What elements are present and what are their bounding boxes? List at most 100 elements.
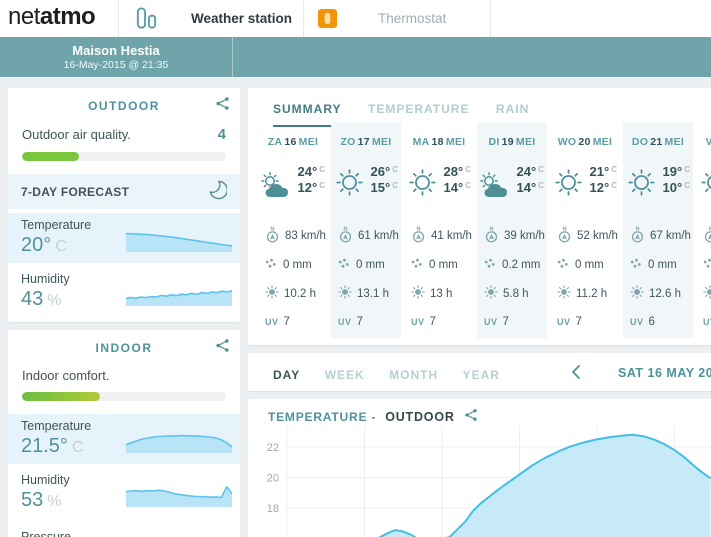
sunshine-stat xyxy=(703,284,711,304)
sun-cloud-icon xyxy=(478,172,512,203)
forecast-day-label: WO 20 MEI xyxy=(557,136,613,148)
rain-stat: 0 mm xyxy=(630,257,693,273)
wind-stat: N 52 km/h xyxy=(557,226,620,244)
sunshine-stat: 12.6 h xyxy=(630,284,693,302)
seven-day-forecast-row[interactable]: 7-DAY FORECAST xyxy=(8,174,240,209)
top-navigation-bar: netatmo Weather station Thermostat xyxy=(0,0,711,38)
metric-value: 21.5° C xyxy=(21,434,84,457)
wind-stat: N 41 km/h xyxy=(411,226,474,244)
station-selector[interactable]: Maison Hestia 16-May-2015 @ 21:35 xyxy=(0,37,233,77)
forecast-day-column[interactable]: DO 21 MEI 19° C 10° C N 67 km/h 0 mm 12.6 h U… xyxy=(623,122,693,338)
sunshine-icon xyxy=(703,284,711,304)
svg-text:18: 18 xyxy=(267,503,279,515)
metric-label: Humidity xyxy=(21,472,70,487)
chart-module-label[interactable]: OUTDOOR xyxy=(385,409,455,424)
wind-direction-icon: N xyxy=(484,225,499,248)
metric-value: 43% xyxy=(21,287,62,310)
sunshine-icon xyxy=(557,284,571,304)
uv-stat: UV 7 xyxy=(484,316,509,328)
rain-stat: 0 mm xyxy=(265,257,328,273)
current-date-label: SAT 16 MAY 2015 xyxy=(618,366,711,380)
wind-stat: N 67 km/h xyxy=(630,226,693,244)
wind-direction-icon: N xyxy=(557,225,572,248)
day-temperatures: 28° C 14° C xyxy=(443,164,471,195)
uv-stat: UV 6 xyxy=(630,316,655,328)
tab-week[interactable]: WEEK xyxy=(324,368,365,382)
svg-text:N: N xyxy=(489,226,493,232)
divider xyxy=(303,0,304,37)
tab-temperature[interactable]: TEMPERATURE xyxy=(368,102,470,116)
svg-text:N: N xyxy=(562,226,566,232)
day-temperatures: 24° C 14° C xyxy=(516,164,544,195)
share-icon[interactable] xyxy=(215,338,231,354)
outdoor-temperature-row[interactable]: Temperature 20° C xyxy=(8,213,240,263)
forecast-day-column[interactable]: WO 20 MEI 21° C 12° C N 52 km/h 0 mm 11.2 h U… xyxy=(550,122,620,338)
sun-icon xyxy=(700,168,711,202)
forecast-day-column[interactable]: MA 18 MEI 28° C 14° C N 41 km/h 0 mm 13 h UV 7 xyxy=(404,122,474,338)
forecast-day-label: VR22MEI xyxy=(705,136,711,148)
indoor-humidity-row[interactable]: Humidity 53% xyxy=(8,468,240,518)
forecast-day-column[interactable]: ZO 17 MEI 26° C 15° C N 61 km/h 0 mm 13.1 h U… xyxy=(331,122,401,338)
tab-label: Weather station xyxy=(191,11,293,26)
sunshine-stat: 13 h xyxy=(411,284,474,304)
svg-text:22: 22 xyxy=(267,442,279,454)
rain-stat: 0 mm xyxy=(411,257,474,273)
sunshine-icon xyxy=(411,284,425,304)
divider xyxy=(118,0,119,37)
share-icon[interactable] xyxy=(215,96,231,112)
wind-direction-icon: N xyxy=(338,225,353,248)
tab-year[interactable]: YEAR xyxy=(462,368,500,382)
indoor-comfort-bar xyxy=(22,392,226,401)
indoor-comfort-block: Indoor comfort. xyxy=(22,368,226,401)
forecast-label: 7-DAY FORECAST xyxy=(21,184,130,199)
svg-text:N: N xyxy=(416,226,420,232)
netatmo-logo[interactable]: netatmo xyxy=(8,3,96,31)
divider xyxy=(490,0,491,37)
sunshine-stat: 11.2 h xyxy=(557,284,620,304)
sunshine-stat: 13.1 h xyxy=(338,284,401,304)
wind-direction-icon: N xyxy=(411,225,426,248)
outdoor-humidity-row[interactable]: Humidity 43% xyxy=(8,267,240,317)
forecast-day-column[interactable]: DI 19 MEI 24° C 14° C N 39 km/h 0.2 mm 5.8 h … xyxy=(477,122,547,338)
thermostat-icon xyxy=(317,8,338,29)
tab-rain[interactable]: RAIN xyxy=(495,102,530,116)
indoor-temperature-row[interactable]: Temperature 21.5° C xyxy=(8,414,240,464)
temperature-area-chart: 22 20 18 xyxy=(248,399,711,537)
share-icon[interactable] xyxy=(464,408,478,427)
tab-summary[interactable]: SUMMARY xyxy=(273,102,342,127)
rain-icon xyxy=(557,256,570,274)
air-quality-bar xyxy=(22,152,226,161)
sun-icon xyxy=(554,168,583,202)
forecast-day-label: MA 18 MEI xyxy=(412,136,466,148)
rain-stat: 0 mm xyxy=(557,257,620,273)
indoor-pressure-row: Pressure xyxy=(21,530,72,537)
rain-icon xyxy=(265,256,278,274)
sun-icon xyxy=(408,168,437,202)
moon-icon xyxy=(206,179,228,205)
rain-icon xyxy=(338,256,351,274)
tab-day[interactable]: DAY xyxy=(273,368,301,382)
chevron-left-icon[interactable] xyxy=(570,364,584,380)
period-selector-bar: DAY WEEK MONTH YEAR SAT 16 MAY 2015 xyxy=(248,353,711,391)
day-temperatures: 24° C 12° C xyxy=(297,164,325,195)
rain-icon xyxy=(411,256,424,274)
forecast-day-column[interactable]: VR22MEI N UV xyxy=(696,122,711,338)
rain-stat: 0.2 mm xyxy=(484,257,547,273)
forecast-day-column[interactable]: ZA 16 MEI 24° C 12° C N 83 km/h 0 mm 10.2 h U… xyxy=(258,122,328,338)
indoor-panel: INDOOR Indoor comfort. Temperature 21.5°… xyxy=(8,330,240,537)
station-name: Maison Hestia xyxy=(72,42,160,58)
day-temperatures: 26° C 15° C xyxy=(370,164,398,195)
rain-icon xyxy=(630,256,643,274)
forecast-summary-panel: SUMMARY TEMPERATURE RAIN ZA 16 MEI 24° C 12… xyxy=(248,88,711,345)
tab-weather-station[interactable]: Weather station xyxy=(118,0,319,37)
metric-label: Temperature xyxy=(21,418,92,433)
sunshine-icon xyxy=(338,284,352,304)
humidity-sparkline xyxy=(125,479,233,507)
tab-thermostat[interactable]: Thermostat xyxy=(303,0,504,37)
svg-text:N: N xyxy=(270,226,274,232)
forecast-day-label: DI 19 MEI xyxy=(488,136,536,148)
air-quality-value: 4 xyxy=(217,126,226,143)
rain-stat: 0 mm xyxy=(338,257,401,273)
rain-icon xyxy=(703,256,711,274)
tab-month[interactable]: MONTH xyxy=(389,368,439,382)
